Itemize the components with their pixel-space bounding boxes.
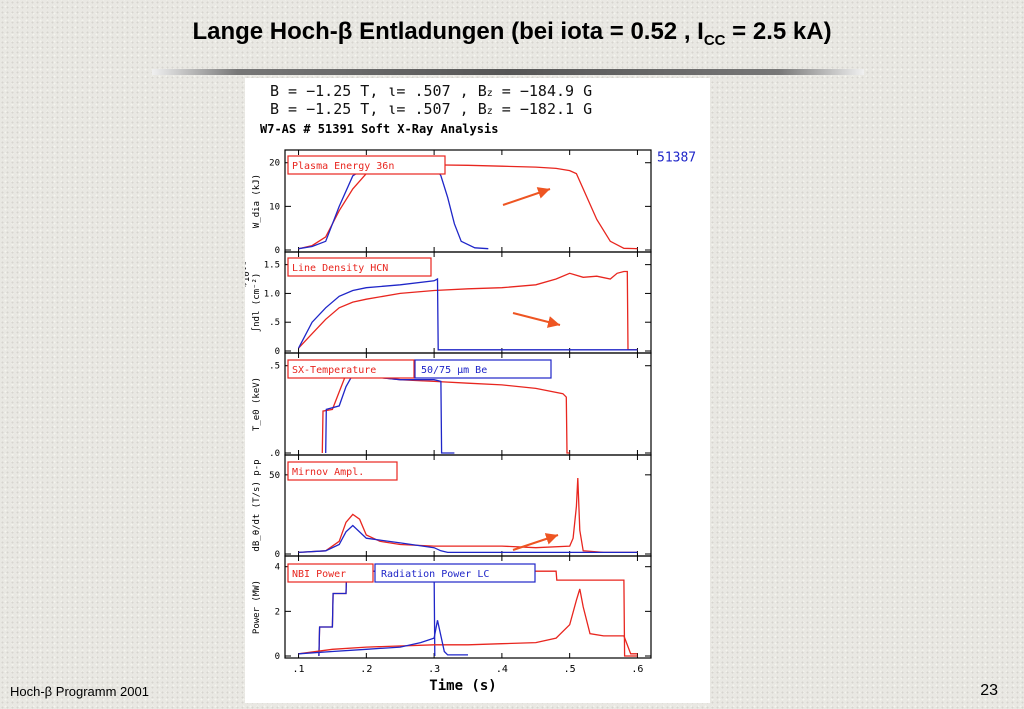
y-tick-label: 50 (269, 471, 280, 481)
x-tick-label: .1 (293, 664, 305, 675)
panel-label-box (287, 359, 415, 379)
series-line-51387 (298, 163, 489, 250)
panel-frame (284, 555, 652, 659)
y-tick-label: 10 (269, 202, 280, 212)
x-axis-label: Time (s) (429, 678, 496, 694)
x-tick-label: .2 (360, 664, 372, 675)
panel-label-2: 50/75 μm Be (421, 365, 487, 376)
slide-title: Lange Hoch-β Entladungen (bei iota = 0.5… (0, 18, 1024, 49)
title-tail: = 2.5 kA) (725, 18, 832, 45)
title-subscript: CC (703, 31, 726, 49)
y-tick-label: 4 (275, 563, 280, 573)
trend-arrow (502, 187, 551, 206)
series-line-51387 (298, 277, 638, 351)
panel-label: Plasma Energy 36n (292, 161, 394, 172)
header-line-2: B = −1.25 T, ι= .507 , Bz = −182.1 G (270, 100, 592, 118)
panel-label-2: Radiation Power LC (381, 569, 489, 580)
header-line-1: B = −1.25 T, ι= .507 , Bz = −184.9 G (270, 82, 592, 100)
y-tick-label: 1.5 (264, 261, 280, 271)
x-tick-label: .4 (496, 664, 508, 675)
panel-label: Mirnov Ampl. (292, 467, 364, 478)
y-tick-label: 0 (275, 347, 280, 357)
x-tick-label: .3 (428, 664, 440, 675)
title-main: Lange Hoch-β Entladungen (bei iota = 0.5… (192, 18, 704, 45)
y-tick-label: 0 (275, 246, 280, 256)
y-tick-label: 1.0 (264, 289, 280, 299)
page-number: 23 (980, 682, 998, 699)
y-tick-label: .5 (269, 362, 280, 372)
figure-panel: B = −1.25 T, ι= .507 , Bz = −184.9 G B =… (242, 78, 710, 703)
chart-svg: B = −1.25 T, ι= .507 , Bz = −184.9 G B =… (242, 82, 696, 694)
series-line-51391 (298, 270, 638, 351)
y-axis-label: Power (MW) (252, 580, 262, 634)
series-line-51387 (325, 373, 455, 454)
series-line-51391 (298, 164, 638, 250)
scale-label: *10¹⁸ (245, 260, 252, 287)
y-tick-label: .5 (269, 318, 280, 328)
footer-program: Hoch-β Programm 2001 (10, 684, 149, 699)
panel-label-box (287, 563, 374, 583)
y-tick-label: .0 (269, 449, 280, 459)
y-axis-label: ∫ndl (cm⁻²) (251, 273, 262, 333)
panel-label-2-box (374, 563, 536, 583)
series-line-51391 (298, 477, 638, 554)
panel-4: 50 0 dB_θ/dt (T/s) p-p Mirnov Ampl. (252, 454, 652, 560)
panel-5: 4 2 0 Power (MW) NBI Power Radiation Power LC… (252, 533, 652, 675)
panel-1: 0 10 20 W_dia (kJ) Plasma Energy 36n (252, 149, 652, 256)
y-axis-label: W_dia (kJ) (252, 174, 262, 228)
series-line-nbi-51391 (318, 570, 638, 657)
panel-3: .5 .0 T_e0 (keV) SX-Temperature 50/75 μm Be (252, 312, 652, 459)
panel-label-box (287, 257, 432, 277)
x-tick-label: .5 (564, 664, 576, 675)
panel-label: Line Density HCN (292, 263, 388, 274)
x-tick-label: .6 (631, 664, 643, 675)
panel-2: 1.5 1.0 .5 0 ∫ndl (cm⁻²)*10¹⁸ Line Density HC… (242, 187, 652, 357)
panel-label-2-box (414, 359, 552, 379)
series-line-51391 (321, 370, 570, 454)
title-rule (152, 69, 864, 75)
series-line-51387 (298, 524, 638, 554)
y-tick-label: 20 (269, 159, 280, 169)
y-tick-label: 2 (275, 607, 280, 617)
panel-label-box (287, 155, 446, 175)
panel-label: NBI Power (292, 569, 346, 580)
y-tick-label: 0 (275, 550, 280, 560)
y-tick-label: 0 (275, 652, 280, 662)
series-line-radiation-51391 (298, 588, 638, 655)
analysis-title: W7-AS # 51391 Soft X-Ray Analysis (260, 122, 498, 136)
reference-shot-label: 51387 (657, 151, 696, 166)
trend-arrow (512, 533, 559, 551)
panel-label: SX-Temperature (292, 365, 376, 376)
trend-arrow (512, 312, 561, 328)
series-line-radiation-51387 (298, 620, 468, 656)
y-axis-label: T_e0 (keV) (252, 377, 262, 431)
y-axis-label: dB_θ/dt (T/s) p-p (252, 459, 262, 551)
panel-label-box (287, 461, 398, 481)
